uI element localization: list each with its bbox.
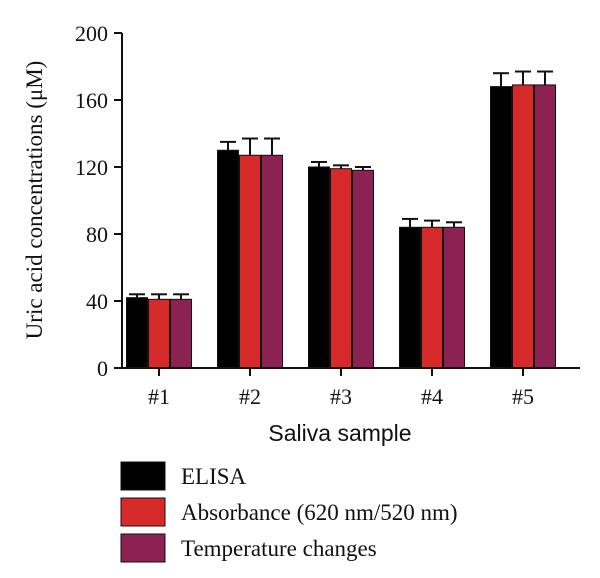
y-tick-label: 160 — [75, 88, 108, 113]
bar-sample-4-series-2 — [421, 226, 443, 369]
legend-label: Absorbance (620 nm/520 nm) — [181, 500, 458, 525]
y-tick-label: 0 — [97, 356, 108, 381]
x-axis-title: Saliva sample — [268, 420, 411, 446]
legend-label: ELISA — [181, 464, 247, 489]
legend-label: Temperature changes — [181, 536, 377, 561]
bar-sample-2-series-3 — [261, 154, 283, 369]
legend-swatch — [120, 461, 166, 491]
bar-sample-4-series-1 — [399, 226, 421, 369]
bar-sample-3-series-2 — [330, 168, 352, 369]
bar-sample-3-series-3 — [352, 169, 374, 369]
y-tick-label: 120 — [75, 155, 108, 180]
x-tick-label: #5 — [512, 384, 534, 409]
y-tick-label: 200 — [75, 21, 108, 46]
bar-sample-2-series-2 — [239, 154, 261, 369]
bar-sample-5-series-3 — [534, 84, 556, 369]
bar-sample-3-series-1 — [308, 166, 330, 369]
y-tick-label: 40 — [86, 289, 108, 314]
legend: ELISA Absorbance (620 nm/520 nm) Temperatu… — [120, 461, 458, 563]
x-tick-label: #4 — [421, 384, 443, 409]
x-tick-label: #1 — [148, 384, 170, 409]
legend-swatch — [120, 533, 166, 563]
y-axis-title: Uric acid concentrations (μM) — [22, 61, 47, 340]
x-tick-label: #2 — [239, 384, 261, 409]
bar-sample-5-series-2 — [512, 84, 534, 369]
bar-sample-1-series-3 — [170, 298, 192, 369]
bar-sample-5-series-1 — [490, 86, 512, 369]
x-tick-label: #3 — [330, 384, 352, 409]
x-ticks: #1 #2 #3 #4 #5 — [148, 368, 534, 409]
error-bars-layer — [129, 70, 553, 300]
legend-swatch — [120, 497, 166, 527]
bar-sample-1-series-1 — [126, 297, 148, 369]
bar-sample-2-series-1 — [217, 149, 239, 369]
bar-sample-4-series-3 — [443, 226, 465, 369]
bar-sample-1-series-2 — [148, 298, 170, 369]
y-ticks: 0 40 80 120 160 200 — [75, 21, 122, 381]
bars-layer — [126, 84, 556, 369]
y-tick-label: 80 — [86, 222, 108, 247]
